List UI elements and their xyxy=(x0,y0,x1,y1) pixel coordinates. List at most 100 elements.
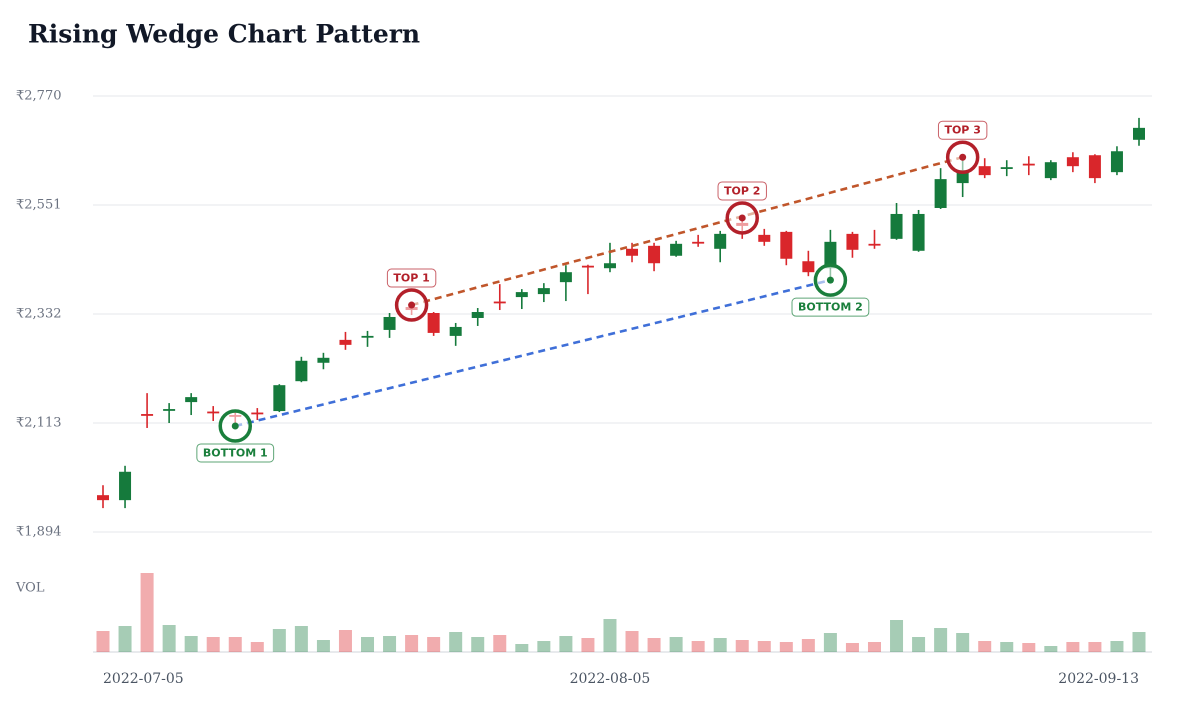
volume-bar xyxy=(1022,643,1036,652)
candle-body xyxy=(1044,162,1057,179)
pivot-label-text: BOTTOM 2 xyxy=(798,301,863,314)
volume-bar xyxy=(272,629,286,652)
volume-bar xyxy=(449,632,463,652)
candle-body xyxy=(449,326,462,336)
candle-body xyxy=(97,495,109,501)
volume-bar xyxy=(1044,646,1058,652)
volume-bar xyxy=(250,642,264,652)
volume-bar xyxy=(140,573,154,652)
pivot-label: TOP 1 xyxy=(386,268,437,288)
x-tick-label: 2022-07-05 xyxy=(103,671,184,687)
volume-bar xyxy=(647,638,661,652)
volume-bar xyxy=(735,640,749,652)
candle-body xyxy=(1133,127,1145,140)
pivot-dot xyxy=(738,214,746,222)
candle-body xyxy=(273,385,286,412)
volume-bar xyxy=(383,636,397,652)
volume-bar xyxy=(1110,641,1124,652)
y-tick-label: ₹1,894 xyxy=(16,525,62,540)
pivot-label: TOP 2 xyxy=(717,181,767,201)
volume-bar xyxy=(184,636,198,652)
volume-bar xyxy=(1000,642,1014,652)
pivot-label-text: TOP 3 xyxy=(944,124,980,137)
volume-bar xyxy=(559,636,573,652)
volume-bar xyxy=(625,631,639,652)
volume-bar xyxy=(294,626,308,652)
volume-bar xyxy=(493,635,507,652)
volume-bar xyxy=(427,637,441,652)
trend-line xyxy=(234,278,831,428)
volume-bar xyxy=(515,644,529,652)
pivot-label: BOTTOM 2 xyxy=(791,297,870,317)
volume-bar xyxy=(912,637,926,652)
candle-body xyxy=(427,313,440,333)
candle-body xyxy=(537,288,550,295)
volume-bar xyxy=(713,638,727,652)
x-tick-label: 2022-09-13 xyxy=(1058,671,1139,687)
candle-body xyxy=(141,414,154,416)
candle-body xyxy=(119,471,132,501)
candle-body xyxy=(780,231,793,259)
pivot-label-box xyxy=(196,443,275,463)
candle-body xyxy=(559,272,572,283)
pivot-dot xyxy=(408,301,416,309)
volume-bar xyxy=(316,640,330,652)
candle-body xyxy=(1000,167,1013,169)
volume-bar xyxy=(603,619,617,652)
candle-body xyxy=(846,233,859,250)
candle-body xyxy=(912,213,925,251)
pivot-label-text: TOP 2 xyxy=(724,184,760,197)
candle-body xyxy=(163,409,176,411)
candle-body xyxy=(670,243,683,256)
volume-bar xyxy=(96,631,110,652)
volume-bar xyxy=(956,633,970,652)
volume-bar xyxy=(471,637,485,652)
y-tick-label: ₹2,551 xyxy=(16,198,62,213)
volume-label: VOL xyxy=(15,581,45,596)
volume-bar xyxy=(581,638,595,652)
candle-body xyxy=(648,245,661,264)
pivot-label-box xyxy=(791,297,870,317)
volume-bar xyxy=(162,625,176,652)
candle-body xyxy=(978,166,991,176)
candle-body xyxy=(626,248,639,256)
candle-body xyxy=(868,243,881,246)
volume-bar xyxy=(228,637,242,652)
y-tick-label: ₹2,113 xyxy=(16,416,62,431)
candle-body xyxy=(714,233,727,249)
pivot-label: BOTTOM 1 xyxy=(196,443,275,463)
candle-body xyxy=(758,234,771,242)
volume-bar xyxy=(867,642,881,652)
candle-body xyxy=(934,179,947,208)
volume-bar xyxy=(669,637,683,652)
pivot-dot xyxy=(231,422,239,430)
candle-body xyxy=(493,301,506,304)
candle-body xyxy=(1022,163,1035,166)
pivot-label: TOP 3 xyxy=(937,120,988,140)
volume-bar xyxy=(779,642,793,652)
volume-bar xyxy=(1066,642,1080,652)
volume-bar xyxy=(934,628,948,652)
volume-bar xyxy=(823,633,837,652)
candle-body xyxy=(824,241,837,269)
volume-bar xyxy=(757,641,771,652)
chart-title: Rising Wedge Chart Pattern xyxy=(28,20,420,49)
pivot-dot xyxy=(959,153,967,161)
pivot-label-box xyxy=(937,120,988,140)
x-tick-label: 2022-08-05 xyxy=(570,671,651,687)
candle-body xyxy=(207,411,220,414)
volume-bar xyxy=(691,641,705,652)
candle-body xyxy=(692,241,705,244)
candle-body xyxy=(802,261,815,273)
candle-body xyxy=(295,360,308,382)
pivot-label-text: BOTTOM 1 xyxy=(203,446,268,459)
candle-body xyxy=(471,312,484,318)
candle-body xyxy=(251,412,264,415)
candle-body xyxy=(383,316,396,330)
volume-bar xyxy=(801,639,815,652)
volume-bar xyxy=(338,630,352,652)
volume-bar xyxy=(1088,642,1102,652)
candle-body xyxy=(603,263,616,269)
candle-body xyxy=(581,265,594,268)
